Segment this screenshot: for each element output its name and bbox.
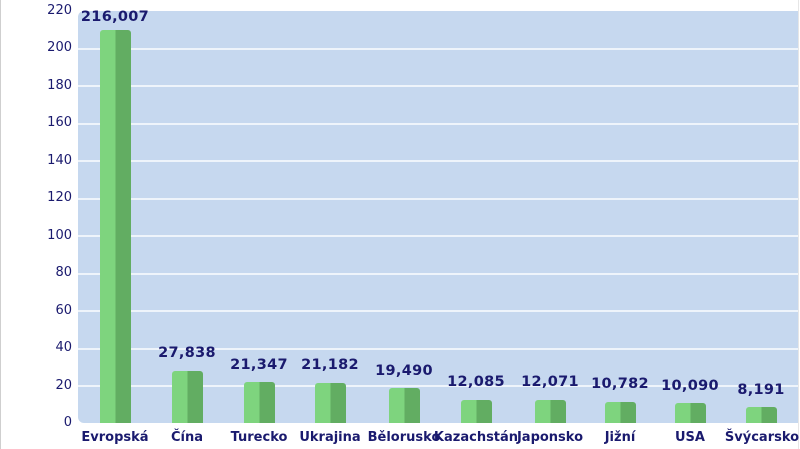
- x-tick-label: Kazachstán: [433, 430, 519, 445]
- x-tick-label: Bělorusko: [367, 430, 441, 445]
- bar-jizni[interactable]: [605, 402, 636, 423]
- y-tick: 160: [47, 115, 72, 130]
- data-label: 8,191: [737, 382, 785, 398]
- gridline-100: [78, 235, 798, 237]
- y-tick: 40: [55, 340, 72, 355]
- bar-kazachstan[interactable]: [461, 400, 492, 423]
- data-label: 12,085: [447, 374, 505, 390]
- gridline-20: [78, 385, 798, 387]
- y-tick: 100: [47, 228, 72, 243]
- gridline-160: [78, 123, 798, 125]
- frame-border-left: [0, 0, 1, 449]
- data-label: 12,071: [521, 374, 579, 390]
- y-tick: 140: [47, 153, 72, 168]
- y-tick: 0: [63, 415, 72, 430]
- x-tick-label: Turecko: [230, 430, 288, 445]
- bar-cina[interactable]: [172, 371, 203, 423]
- y-tick: 200: [47, 40, 72, 55]
- y-tick: 60: [55, 303, 72, 318]
- gridline-120: [78, 198, 798, 200]
- bar-svycarsko[interactable]: [746, 407, 777, 423]
- x-tick-label: Jižní: [604, 430, 636, 445]
- data-label: 21,182: [301, 357, 359, 373]
- gridline-200: [78, 48, 798, 50]
- bar-belorusko[interactable]: [389, 388, 420, 423]
- y-tick: 220: [47, 3, 72, 18]
- data-label: 216,007: [80, 9, 150, 25]
- y-tick: 80: [55, 265, 72, 280]
- x-tick-label: Japonsko: [516, 430, 584, 445]
- data-label: 10,090: [661, 378, 719, 394]
- y-tick: 120: [47, 190, 72, 205]
- data-label: 21,347: [230, 357, 288, 373]
- plot-area: [78, 11, 798, 423]
- x-tick-label: Ukrajina: [299, 430, 361, 445]
- bar-turecko[interactable]: [244, 382, 275, 423]
- gridline-180: [78, 85, 798, 87]
- y-tick: 20: [55, 378, 72, 393]
- bar-evropska[interactable]: [100, 30, 131, 423]
- gridline-140: [78, 160, 798, 162]
- y-tick: 180: [47, 78, 72, 93]
- x-tick-label: Čína: [170, 430, 204, 445]
- data-label: 19,490: [375, 363, 433, 379]
- bar-ukrajina[interactable]: [315, 383, 346, 423]
- gridline-60: [78, 310, 798, 312]
- x-tick-label: Švýcarsko: [724, 430, 800, 445]
- gridline-80: [78, 273, 798, 275]
- gridline-40: [78, 348, 798, 350]
- data-label: 10,782: [591, 376, 649, 392]
- x-tick-label: Evropská: [81, 430, 149, 445]
- bar-usa[interactable]: [675, 403, 706, 423]
- data-label: 27,838: [158, 345, 216, 361]
- x-tick-label: USA: [675, 430, 705, 445]
- frame-border-right: [798, 0, 799, 449]
- bar-japonsko[interactable]: [535, 400, 566, 423]
